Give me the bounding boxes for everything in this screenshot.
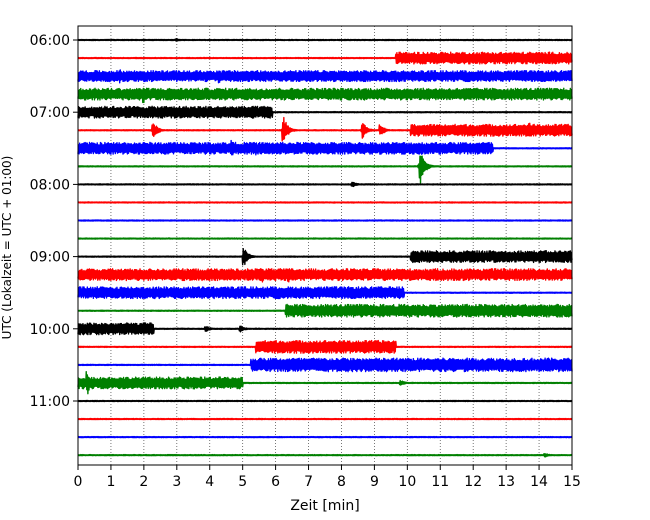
x-axis: 0 1 2 3 4 5 6 7 8 9 10 11 12 13 14 15 bbox=[74, 465, 581, 490]
x-tick-label-5: 5 bbox=[238, 474, 247, 490]
trace-1015 bbox=[77, 339, 573, 354]
y-tick-label-0800: 08:00 bbox=[30, 177, 70, 193]
trace-1000 bbox=[77, 322, 573, 336]
x-tick-label-13: 13 bbox=[497, 474, 515, 490]
x-tick-label-0: 0 bbox=[74, 474, 83, 490]
trace-0715 bbox=[77, 116, 573, 142]
x-tick-label-4: 4 bbox=[205, 474, 214, 490]
x-grid bbox=[110, 26, 540, 465]
x-tick-label-12: 12 bbox=[464, 474, 482, 490]
x-tick-label-10: 10 bbox=[398, 474, 416, 490]
x-tick-label-9: 9 bbox=[370, 474, 379, 490]
trace-0900 bbox=[77, 248, 573, 266]
trace-0800 bbox=[77, 181, 573, 188]
trace-0700 bbox=[77, 105, 573, 119]
trace-0600 bbox=[77, 38, 573, 42]
trace-1030 bbox=[77, 357, 573, 373]
trace-0930 bbox=[77, 286, 573, 300]
x-tick-label-1: 1 bbox=[106, 474, 115, 490]
trace-1130 bbox=[77, 435, 573, 439]
x-tick-label-3: 3 bbox=[172, 474, 181, 490]
x-tick-label-8: 8 bbox=[337, 474, 346, 490]
trace-0830 bbox=[77, 219, 573, 222]
trace-0745 bbox=[77, 155, 573, 184]
trace-0630 bbox=[77, 69, 573, 84]
y-tick-label-0900: 09:00 bbox=[30, 250, 70, 266]
trace-1145 bbox=[77, 452, 573, 458]
y-tick-label-1000: 10:00 bbox=[30, 322, 70, 338]
x-tick-label-7: 7 bbox=[304, 474, 313, 490]
traces bbox=[77, 38, 573, 458]
x-tick-label-11: 11 bbox=[431, 474, 449, 490]
trace-0915 bbox=[77, 268, 573, 283]
x-tick-label-2: 2 bbox=[139, 474, 148, 490]
trace-1045 bbox=[77, 371, 573, 395]
y-tick-label-0700: 07:00 bbox=[30, 105, 70, 121]
trace-0730 bbox=[77, 139, 573, 156]
trace-1115 bbox=[77, 417, 573, 421]
x-tick-label-14: 14 bbox=[530, 474, 548, 490]
x-axis-label: Zeit [min] bbox=[290, 498, 359, 514]
y-tick-label-1100: 11:00 bbox=[30, 394, 70, 410]
trace-0645 bbox=[77, 87, 573, 104]
trace-1100 bbox=[77, 399, 573, 403]
y-axis: 06:00 07:00 08:00 09:00 10:00 11:00 bbox=[30, 33, 78, 410]
trace-0615 bbox=[77, 51, 573, 65]
trace-0815 bbox=[77, 201, 573, 204]
trace-0945 bbox=[77, 303, 573, 318]
plot-frame bbox=[77, 25, 573, 466]
x-tick-label-15: 15 bbox=[563, 474, 581, 490]
x-tick-label-6: 6 bbox=[271, 474, 280, 490]
y-tick-label-0600: 06:00 bbox=[30, 33, 70, 49]
trace-0845 bbox=[77, 237, 573, 240]
y-axis-label: UTC (Lokalzeit = UTC + 01:00) bbox=[0, 156, 14, 340]
